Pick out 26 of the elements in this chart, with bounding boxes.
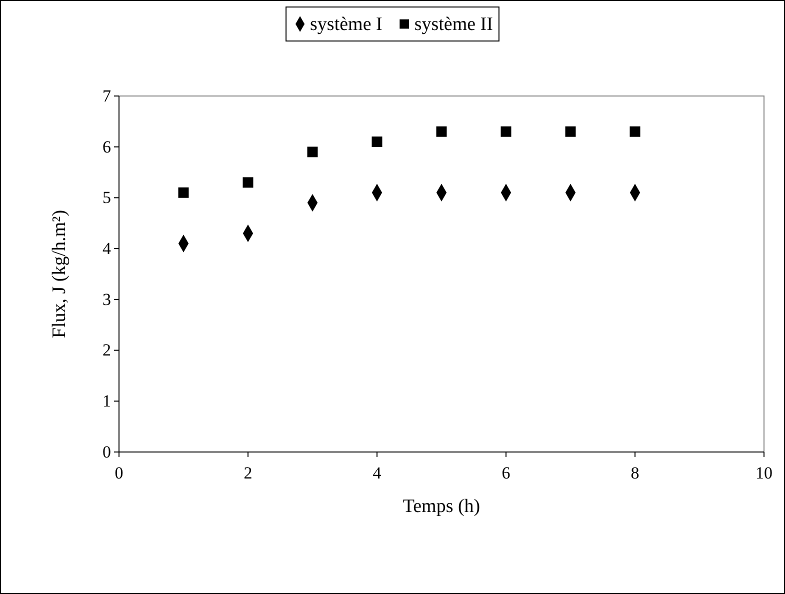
point: [242, 177, 254, 188]
point: [372, 136, 382, 148]
legend-label: système I: [310, 14, 382, 35]
x-tick-label: 10: [756, 464, 772, 483]
x-tick-label: 4: [372, 464, 382, 483]
point: [630, 126, 640, 137]
y-tick-label: 2: [102, 340, 111, 360]
x-tick-label: 0: [114, 464, 124, 483]
x-tick-label: 6: [502, 464, 510, 483]
point: [307, 146, 318, 158]
point: [565, 126, 576, 137]
point: [500, 126, 512, 137]
y-tick-label: 7: [102, 86, 112, 106]
y-tick-label: 4: [102, 239, 112, 258]
legend-label: système II: [414, 14, 493, 35]
y-tick-label: 6: [102, 137, 111, 156]
x-axis-title: Temps (h): [402, 496, 480, 517]
point: [178, 187, 189, 198]
y-tick-label: 3: [102, 290, 111, 309]
x-tick-label: 2: [244, 464, 252, 483]
y-tick-label: 5: [102, 188, 111, 208]
y-tick-label: 0: [102, 442, 111, 462]
y-axis-title: Flux, J (kg/h.m²): [49, 210, 70, 338]
y-tick-label: 1: [102, 392, 111, 411]
x-tick-label: 8: [630, 464, 640, 483]
point: [436, 126, 447, 137]
